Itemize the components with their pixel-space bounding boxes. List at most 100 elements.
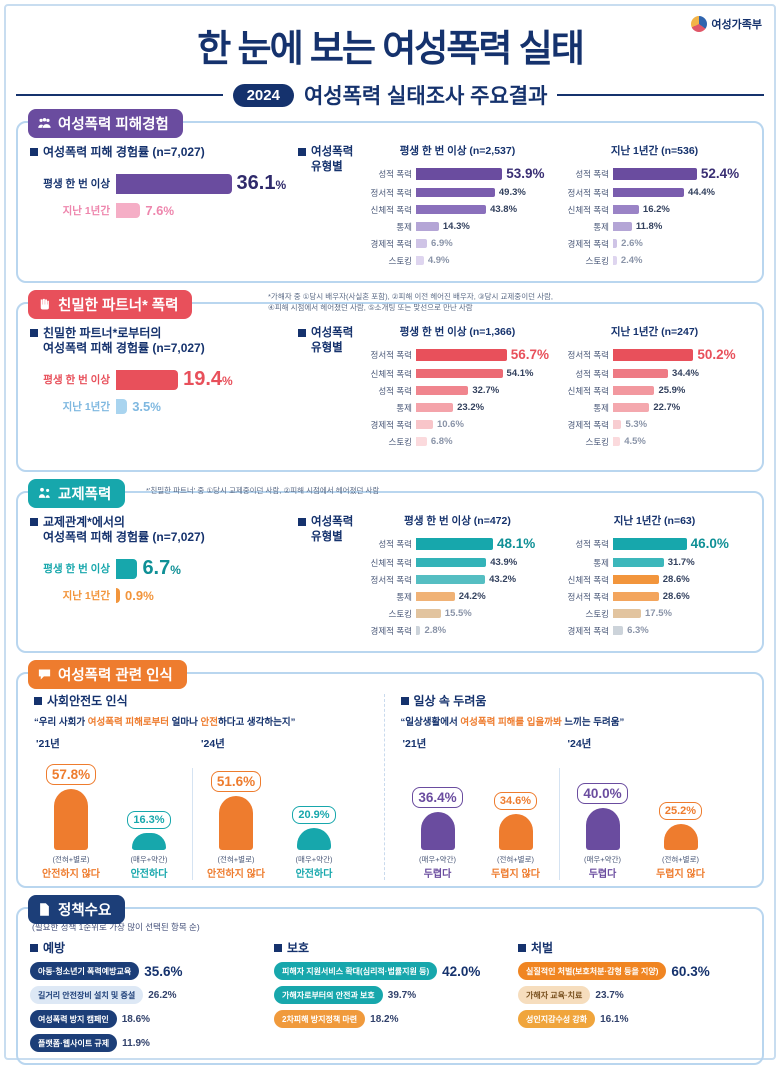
type-label: 스토킹 (585, 255, 609, 266)
perception-bar: 20.9% (매우+약간) 안전하다 (281, 752, 347, 880)
footnote: *'친밀한 파트너' 중 ①당시 교제중이던 사람, ②피해 시점에서 헤어졌던… (146, 486, 379, 497)
types-col-header: 지난 1년간 (n=247) (610, 326, 699, 338)
heading-text: 예방 (43, 941, 66, 955)
square-bullet (30, 518, 38, 526)
type-row: 통제 24.2% (362, 588, 553, 605)
year-label: '21년 (402, 738, 427, 750)
section-victim-experience: 여성폭력 피해경험 여성폭력 피해 경험률 (n=7,027) 평생 한 번 이… (16, 109, 764, 283)
type-label: 경제적 폭력 (370, 238, 412, 249)
perception-bar: 16.3% (매우+약간) 안전하다 (116, 752, 182, 880)
couple-icon (37, 486, 52, 501)
section-body: 친밀한 파트너*로부터의 여성폭력 피해 경험률 (n=7,027) 평생 한 번… (30, 324, 750, 450)
type-label: 정서적 폭력 (567, 187, 609, 198)
type-row: 통제 31.7% (559, 554, 750, 571)
type-value: 4.9% (427, 255, 450, 266)
type-value: 5.3% (625, 419, 648, 430)
perception-bar-shape (297, 828, 331, 850)
types-heading: 여성폭력 유형별 (298, 513, 356, 639)
type-row: 정서적 폭력 28.6% (559, 588, 750, 605)
type-bar (416, 592, 455, 601)
experience-bar-row: 평생 한 번 이상 6.7% (30, 557, 290, 580)
type-value: 43.8% (490, 204, 518, 215)
section-dating-violence: 교제폭력 *'친밀한 파트너' 중 ①당시 교제중이던 사람, ②피해 시점에서… (16, 479, 764, 653)
policy-pill: 피해자 지원서비스 확대(심리적·법률지원 등) (274, 962, 438, 980)
policy-group-heading: 보호 (274, 941, 506, 956)
value-unit: % (143, 589, 154, 603)
fear-bar: 40.0% (매우+약간) 두렵다 (570, 752, 636, 880)
policy-row: 여성폭력 방지 캠페인 18.6% (30, 1010, 262, 1028)
section-badge-label: 교제폭력 (58, 487, 112, 503)
year-group: '21년 36.4% (매우+약간) 두렵다 34.6% (전혀+별로) 두렵지… (401, 736, 553, 880)
perception-bar-shape (132, 832, 166, 850)
type-label: 정서적 폭력 (567, 349, 609, 360)
footnote-line1: *'친밀한 파트너' 중 ①당시 교제중이던 사람, ②피해 시점에서 헤어졌던… (146, 486, 380, 495)
type-value: 28.6% (662, 574, 690, 585)
experience-bar-value: 0.9% (120, 588, 154, 603)
policy-row: 가해자 교육·치료 23.7% (518, 986, 750, 1004)
year-label: '24년 (201, 738, 225, 750)
value-number: 19.4 (183, 368, 223, 390)
heading-text: 교제관계*에서의 여성폭력 피해 경험률 (n=7,027) (43, 515, 205, 545)
policy-row: 아동·청소년기 폭력예방교육 35.6% (30, 962, 262, 980)
heading-text: 보호 (287, 941, 310, 955)
policy-pill: 아동·청소년기 폭력예방교육 (30, 962, 140, 980)
type-row: 신체적 폭력 28.6% (559, 571, 750, 588)
policy-value: 60.3% (671, 963, 710, 979)
type-row: 스토킹 15.5% (362, 605, 553, 622)
type-row: 경제적 폭력 5.3% (559, 416, 750, 433)
perception-bar-shape (54, 789, 88, 850)
perception-label: 안전하다 (130, 869, 168, 880)
type-value: 22.7% (653, 402, 681, 413)
heading-line2: 여성폭력 피해 경험률 (n=7,027) (43, 341, 205, 355)
experience-bar-value: 7.6% (140, 203, 174, 218)
left-heading: 교제관계*에서의 여성폭력 피해 경험률 (n=7,027) (30, 515, 290, 545)
types-col-header: 평생 한 번 이상 (n=2,537) (399, 145, 516, 157)
type-bar (613, 592, 659, 601)
safety-perception-block: 사회안전도 인식 “우리 사회가 여성폭력 피해로부터 얼마나 안전하다고 생각… (30, 694, 384, 880)
type-value: 53.9% (506, 166, 545, 181)
type-value: 54.1% (506, 368, 534, 379)
type-label: 신체적 폭력 (567, 385, 609, 396)
types-block: 여성폭력 유형별 평생 한 번 이상 (n=1,366) 정서적 폭력 56.7%… (298, 324, 750, 450)
type-label: 통제 (593, 221, 609, 232)
types-col-lifetime: 평생 한 번 이상 (n=472) 성적 폭력 48.1% 신체적 폭력 43.9%… (362, 513, 553, 639)
perception-bar: 51.6% (전혀+별로) 안전하지 않다 (203, 752, 269, 880)
experience-bar (116, 369, 179, 390)
type-value: 10.6% (436, 419, 464, 430)
type-value: 52.4% (700, 166, 740, 181)
value-unit: % (163, 204, 175, 218)
experience-bar-label: 지난 1년간 (62, 590, 110, 602)
experience-bar-label: 평생 한 번 이상 (43, 178, 110, 190)
policy-pill: 가해자 교육·치료 (518, 986, 591, 1004)
experience-bar-label: 지난 1년간 (62, 205, 110, 217)
type-bar (613, 167, 697, 180)
type-row: 신체적 폭력 54.1% (362, 365, 553, 382)
type-value: 16.2% (642, 204, 670, 215)
fear-bar: 36.4% (매우+약간) 두렵다 (405, 752, 471, 880)
fear-value: 36.4% (412, 786, 463, 808)
type-label: 스토킹 (585, 608, 609, 619)
type-row: 신체적 폭력 25.9% (559, 382, 750, 399)
types-block: 여성폭력 유형별 평생 한 번 이상 (n=2,537) 성적 폭력 53.9% … (298, 143, 750, 269)
fear-bar-shape (663, 823, 698, 850)
type-value: 25.9% (658, 385, 686, 396)
subtitle-row: 2024 여성폭력 실태조사 주요결과 (16, 80, 765, 110)
type-value: 6.3% (627, 625, 649, 636)
type-value: 32.7% (472, 385, 500, 396)
footnote-line1: *가해자 중 ①당시 배우자(사실혼 포함), ②피해 이전 헤어진 배우자, … (268, 292, 553, 301)
heading-text: 일상 속 두려움 (413, 694, 487, 708)
type-value: 43.2% (489, 574, 517, 585)
fear-block: 일상 속 두려움 “일상생활에서 여성폭력 피해를 입을까봐 느끼는 두려움” … (383, 694, 751, 880)
experience-bar-value: 3.5% (127, 399, 161, 414)
type-bar (613, 609, 641, 618)
section-badge-label: 정책수요 (58, 903, 112, 919)
fear-sub: (전혀+별로) (497, 855, 534, 864)
policy-note: (필요한 정책 1순위로 가장 많이 선택된 항목 순) (32, 922, 200, 932)
heading-line1: 교제관계*에서의 (43, 515, 125, 529)
year-label: '21년 (36, 738, 60, 750)
fear-bar-shape (498, 813, 533, 850)
type-bar (613, 222, 632, 231)
section-badge-label: 여성폭력 관련 인식 (58, 668, 173, 684)
type-label: 스토킹 (388, 608, 412, 619)
type-value: 2.4% (620, 255, 643, 266)
